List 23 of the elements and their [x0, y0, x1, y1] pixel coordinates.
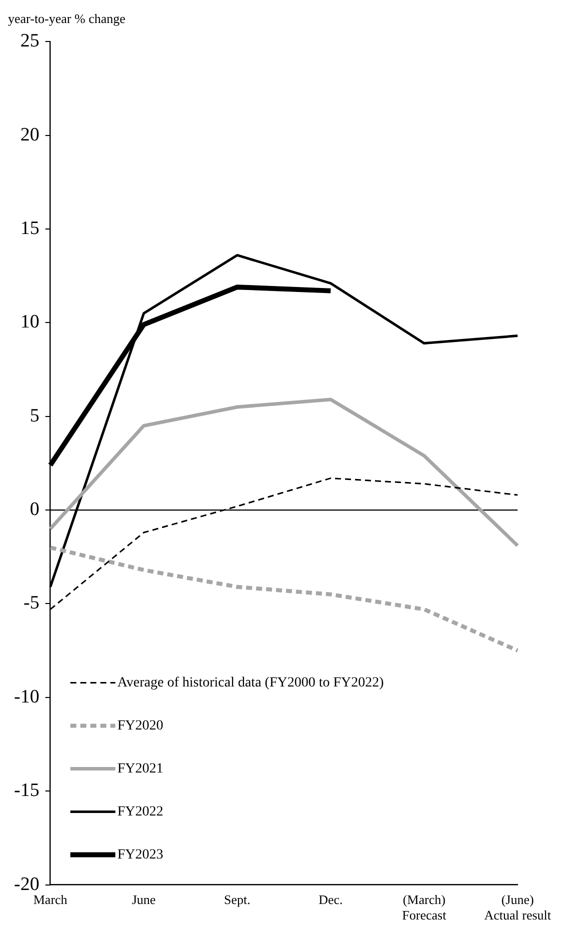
y-tick-label: 0	[30, 499, 40, 520]
y-tick-label: -15	[14, 780, 40, 802]
x-tick-label: Dec.	[318, 892, 343, 908]
legend-label: FY2020	[117, 718, 164, 734]
x-tick-label: March	[33, 892, 68, 908]
line-series	[48, 546, 520, 653]
legend-label: Average of historical data (FY2000 to FY2022)	[117, 675, 384, 690]
legend-label: FY2021	[117, 761, 164, 776]
y-tick-label: -20	[14, 874, 40, 895]
y-tick-label: 15	[20, 218, 40, 239]
y-tick-label: -10	[14, 686, 40, 708]
x-tick-label: (June) Actual result	[484, 892, 552, 923]
x-tick-label: June	[132, 892, 156, 908]
y-tick-label: 10	[20, 312, 40, 333]
y-tick-label: 20	[20, 124, 40, 146]
x-tick-label: Sept.	[224, 892, 250, 908]
legend-label: FY2022	[117, 804, 164, 820]
y-tick-label: 5	[30, 405, 40, 426]
x-tick-label: (March) Forecast	[402, 892, 447, 923]
legend-label: FY2023	[117, 847, 164, 862]
y-tick-label: 25	[20, 30, 40, 52]
y-axis-title: year-to-year % change	[8, 11, 126, 26]
y-tick-label: -5	[24, 592, 40, 614]
